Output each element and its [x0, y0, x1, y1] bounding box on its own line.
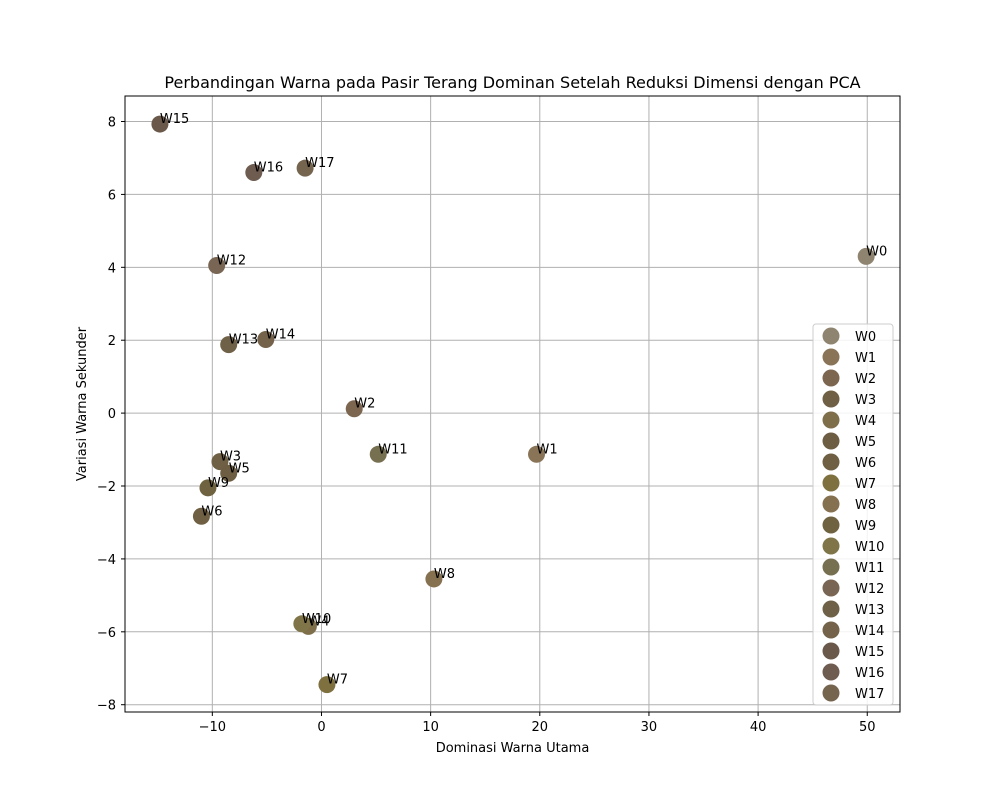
data-point-w17	[296, 159, 314, 177]
legend-marker-w0	[822, 327, 840, 345]
legend-label-w12: W12	[855, 582, 884, 597]
point-label-w16: W16	[254, 161, 283, 176]
data-point-w0	[857, 247, 875, 265]
point-label-w10: W10	[302, 612, 331, 627]
legend-marker-w1	[822, 348, 840, 366]
point-label-w17: W17	[305, 156, 334, 171]
legend-marker-w8	[822, 495, 840, 513]
data-point-w10	[293, 615, 311, 633]
data-point-w8	[425, 570, 443, 588]
point-label-w0: W0	[866, 244, 887, 259]
data-point-w13	[220, 336, 238, 354]
point-label-w12: W12	[217, 253, 246, 268]
chart-title: Perbandingan Warna pada Pasir Terang Dom…	[164, 73, 860, 92]
point-label-w7: W7	[327, 673, 348, 688]
plot-frame	[124, 95, 901, 713]
grid-layer	[125, 96, 900, 712]
data-point-w7	[318, 676, 336, 694]
legend-marker-w4	[822, 411, 840, 429]
point-label-w5: W5	[229, 461, 250, 476]
legend-marker-w17	[822, 684, 840, 702]
x-tick-label: 0	[317, 720, 325, 735]
data-point-w5	[220, 464, 238, 482]
legend: W0 W1 W2 W3 W4 W5 W6 W7 W8 W9 W10 W11 W12 W13 W14 W15 W1…	[812, 323, 894, 706]
legend-label-w2: W2	[855, 372, 876, 387]
point-label-w4: W4	[308, 614, 329, 629]
legend-label-w6: W6	[855, 456, 876, 471]
data-point-w14	[257, 330, 275, 348]
legend-label-w3: W3	[855, 393, 876, 408]
data-point-w16	[245, 164, 263, 182]
legend-marker-w12	[822, 579, 840, 597]
y-tick-label: −6	[97, 626, 116, 641]
legend-label-w17: W17	[855, 687, 884, 702]
legend-marker-w5	[822, 432, 840, 450]
legend-marker-w15	[822, 642, 840, 660]
point-label-w11: W11	[378, 442, 407, 457]
point-label-w6: W6	[201, 504, 222, 519]
point-label-w13: W13	[229, 333, 258, 348]
data-point-w11	[369, 445, 387, 463]
x-tick-label: −10	[199, 720, 226, 735]
legend-label-w10: W10	[855, 540, 884, 555]
data-point-w2	[345, 400, 363, 418]
x-axis-label: Dominasi Warna Utama	[436, 741, 590, 756]
data-point-w3	[211, 453, 229, 471]
y-axis-label: Variasi Warna Sekunder	[75, 326, 90, 481]
legend-marker-w6	[822, 453, 840, 471]
legend-label-w4: W4	[855, 414, 876, 429]
x-tick-label: 50	[859, 720, 876, 735]
x-tick-label: 40	[750, 720, 767, 735]
data-point-w1	[528, 445, 546, 463]
legend-marker-w2	[822, 369, 840, 387]
ticks-layer: −10 0 10 20 30 40 50 −8 −6 −4 −2 0 2 4 6 8	[97, 116, 876, 735]
point-label-w9: W9	[208, 476, 229, 491]
legend-marker-w7	[822, 474, 840, 492]
point-label-w14: W14	[266, 327, 295, 342]
y-tick-label: 8	[108, 116, 116, 131]
point-label-w8: W8	[434, 567, 455, 582]
point-label-w1: W1	[537, 442, 558, 457]
legend-label-w8: W8	[855, 498, 876, 513]
data-point-w15	[151, 115, 169, 133]
x-tick-label: 30	[641, 720, 658, 735]
data-point-w6	[192, 507, 210, 525]
legend-label-w9: W9	[855, 519, 876, 534]
point-label-w15: W15	[160, 112, 189, 127]
legend-marker-w10	[822, 537, 840, 555]
legend-label-w5: W5	[855, 435, 876, 450]
y-tick-label: −2	[97, 480, 116, 495]
legend-marker-w16	[822, 663, 840, 681]
data-point-w12	[208, 256, 226, 274]
x-tick-label: 10	[422, 720, 439, 735]
point-labels-layer: W0 W1 W2 W3 W4 W5 W6 W7 W8 W9 W10 W11 W12 W13 W14 W15 W1…	[160, 112, 887, 688]
y-tick-label: 6	[108, 188, 116, 203]
legend-marker-w3	[822, 390, 840, 408]
legend-label-w15: W15	[855, 645, 884, 660]
legend-label-w11: W11	[855, 561, 884, 576]
x-tick-label: 20	[532, 720, 549, 735]
y-tick-label: 4	[108, 261, 116, 276]
points-layer	[151, 115, 875, 694]
legend-label-w14: W14	[855, 624, 884, 639]
legend-label-w0: W0	[855, 330, 876, 345]
y-tick-label: −4	[97, 553, 116, 568]
legend-marker-w9	[822, 516, 840, 534]
point-label-w3: W3	[220, 450, 241, 465]
y-tick-label: 0	[108, 407, 116, 422]
y-tick-label: −8	[97, 699, 116, 714]
legend-marker-w13	[822, 600, 840, 618]
legend-marker-w11	[822, 558, 840, 576]
legend-label-w16: W16	[855, 666, 884, 681]
legend-label-w7: W7	[855, 477, 876, 492]
legend-marker-w14	[822, 621, 840, 639]
y-tick-label: 2	[108, 334, 116, 349]
legend-label-w1: W1	[855, 351, 876, 366]
legend-label-w13: W13	[855, 603, 884, 618]
point-label-w2: W2	[354, 397, 375, 412]
data-point-w9	[199, 479, 217, 497]
